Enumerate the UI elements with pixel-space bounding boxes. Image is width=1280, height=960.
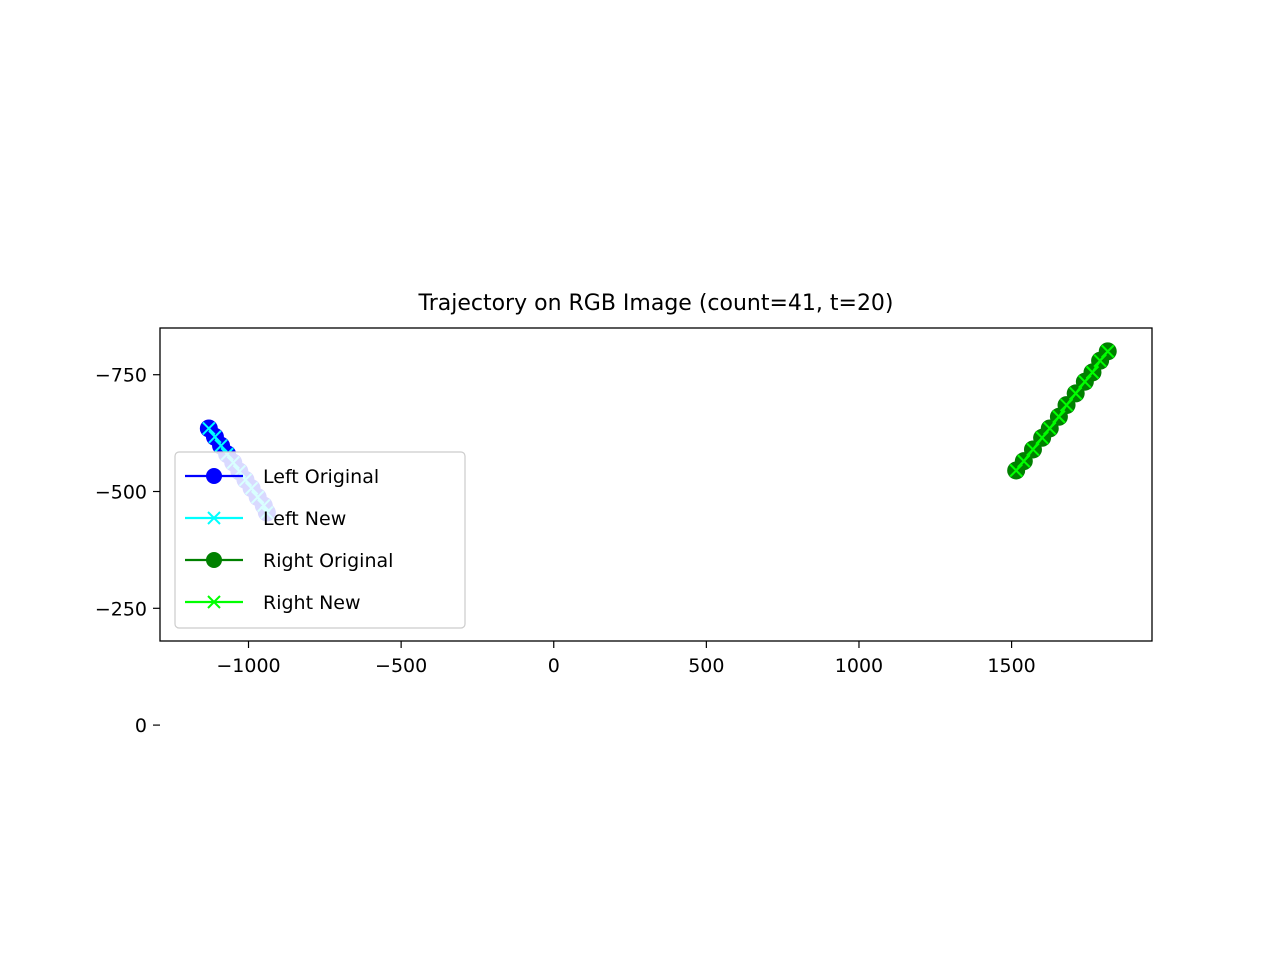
legend-item: Right Original: [185, 550, 393, 572]
data-point: [1101, 344, 1115, 359]
legend-box: [174, 451, 466, 629]
rgb-image-thumbnail: [554, 725, 652, 775]
data-point: [1059, 398, 1074, 412]
data-point: [1052, 410, 1066, 424]
legend-label: Right Original: [263, 550, 393, 572]
legend: Left Original Left New Right Original Right…: [174, 451, 466, 629]
legend-item: Left Original: [185, 466, 379, 488]
x-tick-label: 500: [688, 655, 724, 677]
y-axis: −750 −500 −250 0: [95, 365, 160, 737]
data-point: [1035, 431, 1049, 445]
chart-title: Trajectory on RGB Image (count=41, t=20): [417, 291, 893, 316]
y-tick-label: 0: [135, 715, 147, 737]
y-tick-label: −750: [95, 365, 147, 387]
legend-marker: [206, 552, 222, 568]
data-point: [1043, 421, 1057, 436]
x-tick-label: 1000: [835, 655, 883, 677]
legend-marker: [207, 595, 221, 609]
plot-frame: [159, 327, 1153, 642]
legend-item: Right New: [185, 592, 361, 614]
data-point: [1085, 365, 1100, 380]
series-right-new: [1009, 344, 1115, 478]
data-point: [214, 439, 228, 453]
legend-label: Left New: [263, 508, 346, 530]
data-point: [1093, 353, 1107, 368]
x-axis: −1000 −500 0 500 1000 1500: [216, 641, 1036, 677]
legend-item: Left New: [185, 508, 346, 530]
y-tick-label: −500: [95, 482, 147, 504]
legend-label: Left Original: [263, 466, 379, 488]
x-tick-label: 0: [548, 655, 560, 677]
data-point: [1026, 442, 1040, 457]
y-tick-label: −250: [95, 598, 147, 620]
data-point: [1078, 375, 1092, 389]
legend-label: Right New: [263, 592, 361, 614]
x-tick-label: −1000: [216, 655, 280, 677]
data-point: [202, 421, 216, 436]
data-point: [1009, 463, 1023, 478]
data-point: [208, 430, 222, 444]
legend-marker: [206, 468, 222, 484]
x-tick-label: 1500: [987, 655, 1035, 677]
legend-marker: [207, 511, 221, 525]
data-point: [1068, 386, 1083, 401]
data-point: [1017, 454, 1031, 468]
x-tick-label: −500: [375, 655, 427, 677]
